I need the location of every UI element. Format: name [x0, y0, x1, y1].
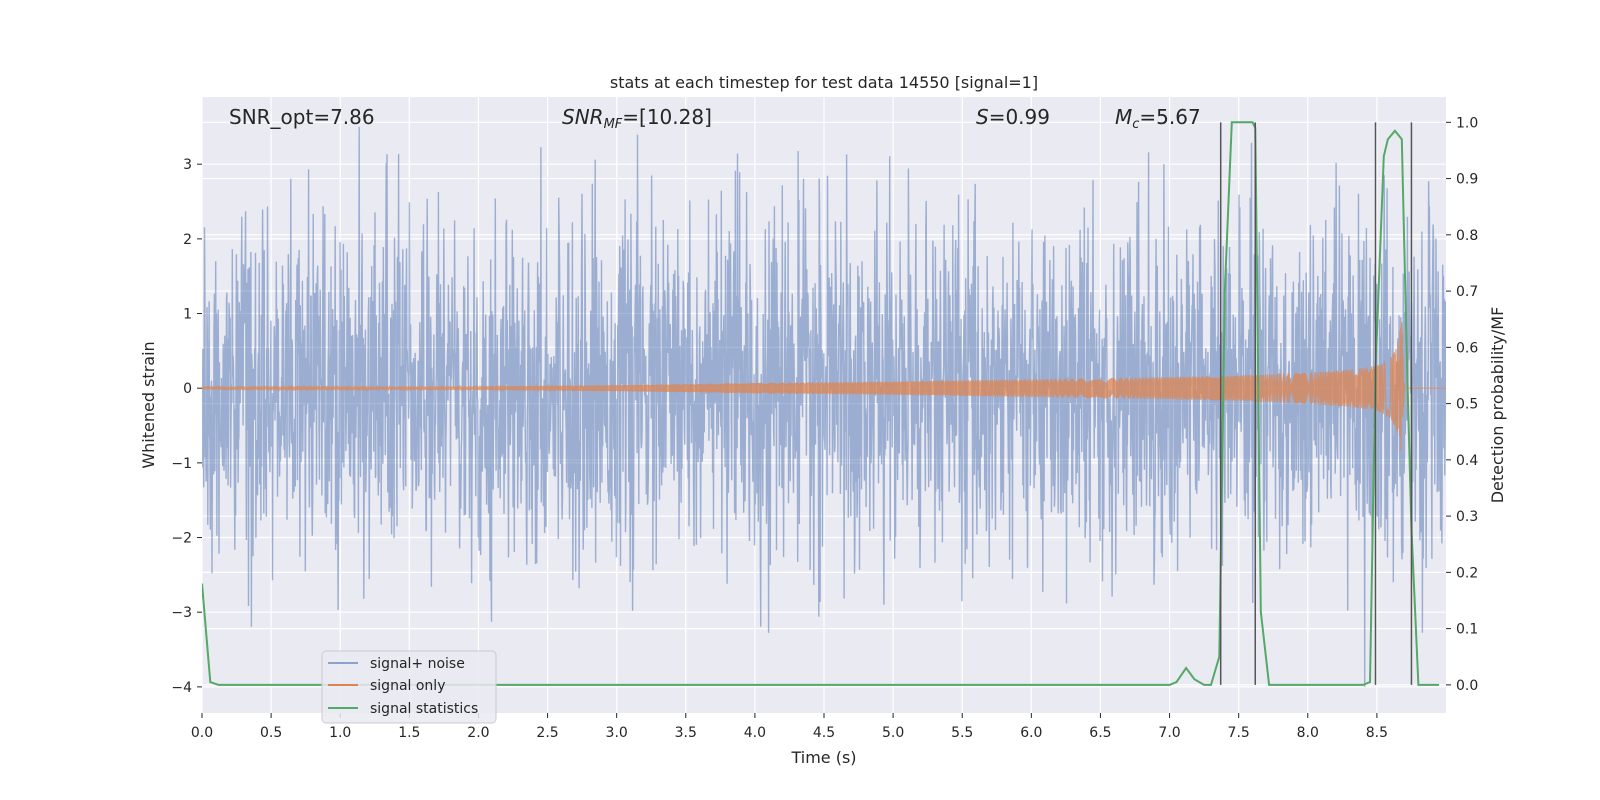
y-right-tick-label-7: 0.7: [1456, 284, 1478, 300]
x-tick-label-13: 6.5: [1089, 725, 1111, 741]
y-right-tick-label-3: 0.3: [1456, 509, 1478, 525]
x-axis-label: Time (s): [790, 748, 856, 767]
snr-mf-value: =[10.28]: [622, 105, 712, 129]
chart-title: stats at each timestep for test data 145…: [610, 73, 1038, 92]
x-tick-label-4: 2.0: [467, 725, 489, 741]
y-right-tick-label-9: 0.9: [1456, 172, 1478, 188]
y-right-tick-label-10: 1.0: [1456, 115, 1478, 131]
snr-opt-annotation: SNR_opt=7.86: [229, 105, 375, 129]
x-tick-label-7: 3.5: [675, 725, 697, 741]
x-tick-label-12: 6.0: [1020, 725, 1042, 741]
series-signal-statistics: [202, 121, 1440, 686]
y-right-tick-label-8: 0.8: [1456, 228, 1478, 244]
y-tick-label-3: −1: [171, 456, 192, 472]
x-tick-label-6: 3.0: [606, 725, 628, 741]
x-tick-label-17: 8.5: [1366, 725, 1388, 741]
y-tick-label-7: 3: [183, 157, 192, 173]
tick-labels: 0.0 0.5 1.0 1.5 2.0 2.5 3.0 3.5 4.0 4.5 5.0 5.5 6.0 6…: [171, 115, 1478, 741]
x-tick-label-15: 7.5: [1228, 725, 1250, 741]
snr-mf-subscript: MF: [604, 117, 623, 132]
legend-label-signal-statistics: signal statistics: [370, 701, 478, 717]
marker-lines: [1219, 122, 1413, 685]
x-tick-label-9: 4.5: [813, 725, 835, 741]
x-tick-label-3: 1.5: [398, 725, 420, 741]
mc-symbol: M: [1115, 105, 1132, 129]
x-tick-label-0: 0.0: [191, 725, 213, 741]
x-tick-label-2: 1.0: [329, 725, 351, 741]
mc-subscript: c: [1132, 117, 1139, 132]
x-tick-label-1: 0.5: [260, 725, 282, 741]
s-annotation: S=0.99: [976, 105, 1050, 129]
legend-label-signal-only: signal only: [370, 678, 445, 694]
y-right-tick-label-1: 0.1: [1456, 622, 1478, 638]
y-tick-label-2: −2: [171, 531, 192, 547]
x-tick-label-10: 5.0: [882, 725, 904, 741]
data-layer: [202, 121, 1446, 687]
y-right-tick-label-4: 0.4: [1456, 453, 1478, 469]
y-right-tick-label-5: 0.5: [1456, 397, 1478, 413]
x-tick-label-16: 8.0: [1297, 725, 1319, 741]
mc-value: =5.67: [1139, 105, 1200, 129]
legend: signal+ noise signal only signal statist…: [321, 650, 497, 724]
x-tick-label-11: 5.5: [951, 725, 973, 741]
y-axis-label: Whitened strain: [139, 341, 158, 468]
y-right-axis-label: Detection probability/MF: [1488, 307, 1507, 504]
y-tick-label-4: 0: [183, 381, 192, 397]
s-symbol: S: [976, 105, 989, 129]
y-tick-label-5: 1: [183, 307, 192, 323]
y-tick-label-0: −4: [171, 680, 192, 696]
series-signal-only: [202, 322, 1446, 451]
s-value: =0.99: [989, 105, 1050, 129]
x-tick-label-5: 2.5: [536, 725, 558, 741]
legend-box: [321, 650, 497, 724]
x-tick-label-14: 7.0: [1158, 725, 1180, 741]
snr-mf-annotation: SNRMF=[10.28]: [562, 105, 712, 132]
y-tick-label-6: 2: [183, 232, 192, 248]
legend-label-signal-noise: signal+ noise: [370, 656, 465, 672]
y-right-tick-label-0: 0.0: [1456, 678, 1478, 694]
mc-annotation: Mc=5.67: [1115, 105, 1201, 132]
x-tick-label-8: 4.0: [744, 725, 766, 741]
snr-mf-symbol: SNR: [562, 105, 604, 129]
y-right-tick-label-2: 0.2: [1456, 565, 1478, 581]
y-tick-label-1: −3: [171, 605, 192, 621]
y-right-tick-label-6: 0.6: [1456, 340, 1478, 356]
